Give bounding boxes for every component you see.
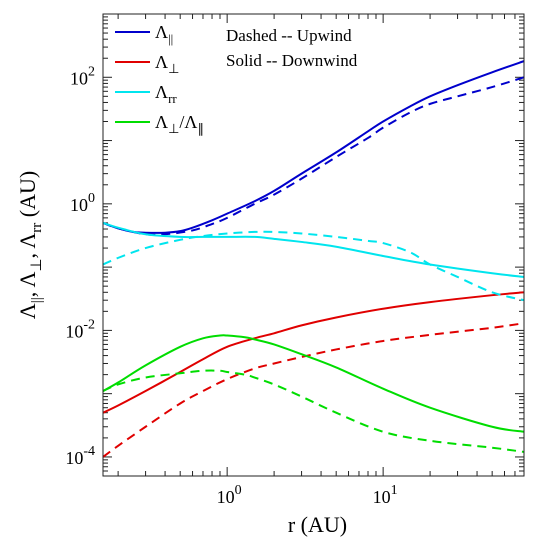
series-line-3: [102, 322, 525, 458]
y-tick-label: 102: [70, 64, 95, 88]
x-axis-title: r (AU): [288, 512, 347, 537]
y-axis-title: Λ||, Λ⊥, Λrr (AU): [15, 171, 45, 319]
y-tick-label: 10-4: [65, 444, 95, 468]
series-line-4: [102, 221, 525, 278]
series-line-2: [102, 291, 525, 414]
y-tick-label: 100: [70, 191, 95, 215]
annotation-layer: Dashed -- Upwind Solid -- Downwind: [226, 26, 358, 70]
series-line-6: [102, 334, 525, 433]
legend-label: Λ⊥/Λ∥: [155, 112, 204, 136]
series-line-0: [102, 60, 525, 234]
legend-label: Λ⊥: [155, 52, 179, 76]
series-line-5: [102, 230, 525, 302]
tick-label-layer: 100 101 10-4 10-2 100 102: [65, 64, 397, 507]
series-line-1: [102, 76, 525, 236]
series-line-7: [102, 369, 525, 453]
x-tick-label: 101: [373, 483, 398, 507]
tick-layer: [103, 13, 525, 477]
x-tick-label: 100: [217, 483, 242, 507]
annotation-text: Solid -- Downwind: [226, 51, 358, 70]
y-axis-title-text: Λ||, Λ⊥, Λrr (AU): [15, 171, 45, 319]
legend-label: Λrr: [155, 82, 177, 106]
legend: Λ|| Λ⊥ Λrr Λ⊥/Λ∥: [115, 22, 204, 136]
legend-label: Λ||: [155, 22, 173, 46]
annotation-text: Dashed -- Upwind: [226, 26, 352, 45]
plot-frame: [102, 13, 525, 477]
series-layer: [102, 60, 525, 458]
y-tick-label: 10-2: [65, 317, 95, 341]
